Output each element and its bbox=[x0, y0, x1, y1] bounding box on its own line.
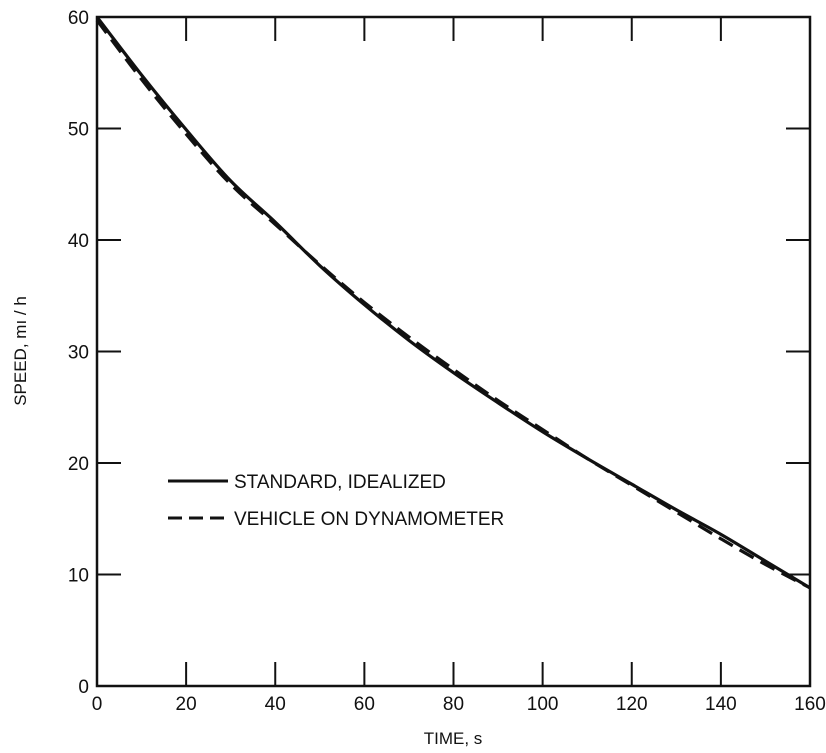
y-tick-label: 50 bbox=[68, 120, 89, 141]
series-layer bbox=[95, 16, 811, 590]
labels-layer: 0 20 40 60 80 100 120 140 160 0 10 20 30 40 50 60 bbox=[68, 8, 826, 715]
x-axis-title: TIME, s bbox=[424, 729, 483, 748]
series-line-standard bbox=[95, 16, 811, 590]
x-tick-label: 40 bbox=[265, 694, 286, 715]
y-tick-label: 30 bbox=[68, 343, 89, 364]
plot-frame bbox=[95, 15, 812, 688]
series-line-dynamometer bbox=[95, 19, 811, 590]
x-tick-label: 20 bbox=[176, 694, 197, 715]
x-tick-label: 160 bbox=[794, 694, 826, 715]
ticks-layer bbox=[97, 17, 810, 686]
y-axis-title: SPEED, mı / h bbox=[11, 296, 30, 406]
y-tick-label: 0 bbox=[78, 677, 89, 698]
x-tick-label: 60 bbox=[354, 694, 375, 715]
legend-label-dynamometer: VEHICLE ON DYNAMOMETER bbox=[234, 509, 504, 530]
y-tick-label: 40 bbox=[68, 231, 89, 252]
legend: STANDARD, IDEALIZED VEHICLE ON DYNAMOMET… bbox=[168, 472, 504, 530]
y-tick-label: 60 bbox=[68, 8, 89, 29]
x-tick-label: 100 bbox=[527, 694, 559, 715]
x-tick-label: 80 bbox=[443, 694, 464, 715]
x-tick-label: 0 bbox=[92, 694, 103, 715]
legend-label-standard: STANDARD, IDEALIZED bbox=[234, 472, 446, 493]
x-tick-label: 120 bbox=[616, 694, 648, 715]
x-tick-label: 140 bbox=[705, 694, 737, 715]
y-tick-label: 10 bbox=[68, 566, 89, 587]
y-tick-label: 20 bbox=[68, 454, 89, 475]
